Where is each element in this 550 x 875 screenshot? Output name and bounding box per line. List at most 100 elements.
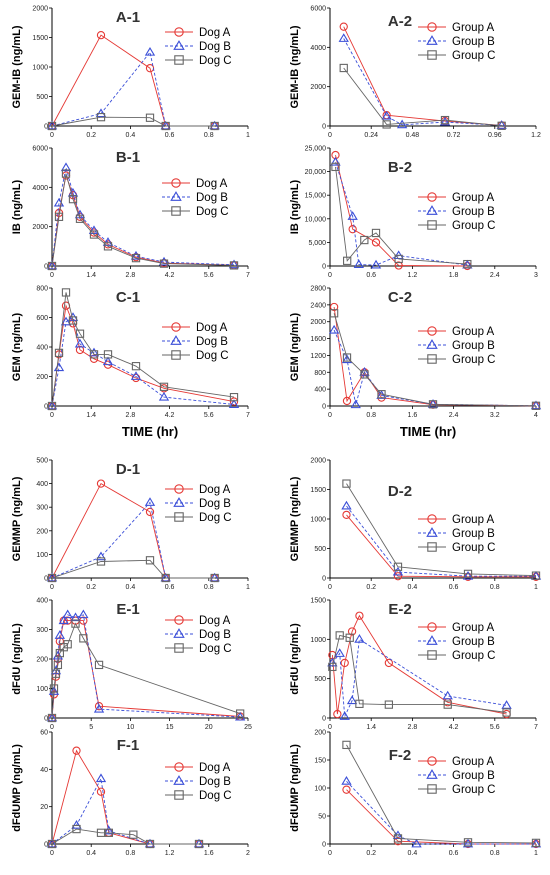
legend-label: Dog A: [196, 322, 228, 334]
data-point: [530, 400, 542, 410]
legend: Dog A Dog B Dog C: [165, 615, 232, 655]
data-point: [440, 115, 450, 125]
legend-marker: [171, 206, 181, 216]
y-tick-label: 40: [40, 767, 48, 774]
panel-title: B-1: [116, 149, 140, 166]
y-tick-label: 4000: [310, 45, 326, 52]
data-point: [159, 382, 169, 391]
legend-marker: [171, 178, 181, 188]
y-tick-label: 2000: [32, 6, 48, 13]
legend-marker: [174, 790, 184, 800]
x-axis-title-c2: TIME (hr): [400, 424, 456, 439]
x-tick-label: 7: [534, 724, 538, 731]
data-point: [531, 838, 541, 848]
legend-label: Group A: [452, 22, 495, 34]
data-point: [96, 30, 106, 40]
legend-marker: [174, 512, 184, 522]
panel-title: D-1: [116, 461, 140, 478]
x-tick-label: 5.6: [490, 724, 500, 731]
series-dog-c: [47, 288, 239, 411]
x-tick-label: 0: [328, 850, 332, 857]
y-tick-label: 4000: [32, 185, 48, 192]
y-tick-label: 0: [44, 576, 48, 583]
x-tick-label: 1.6: [408, 412, 418, 419]
x-tick-label: 0.8: [366, 412, 376, 419]
x-tick-label: 1: [246, 132, 250, 139]
data-point: [396, 119, 408, 129]
legend-marker: [426, 35, 438, 45]
legend: Dog A Dog B Dog C: [165, 484, 232, 524]
legend-label: Dog C: [199, 790, 232, 802]
data-point: [347, 211, 358, 220]
data-point: [47, 121, 57, 131]
legend-marker: [173, 628, 185, 638]
data-point: [71, 619, 80, 628]
series-line: [331, 614, 507, 715]
x-tick-label: 1: [534, 584, 538, 591]
legend-label: Group C: [452, 542, 495, 554]
legend-label: Dog B: [199, 629, 231, 641]
data-point: [89, 230, 99, 239]
data-point: [130, 371, 142, 380]
data-point: [229, 397, 239, 406]
legend-label: Group B: [452, 528, 495, 540]
data-point: [95, 773, 107, 783]
x-tick-label: 15: [166, 724, 174, 731]
data-point: [502, 708, 511, 717]
data-point: [360, 370, 369, 379]
data-point: [58, 615, 69, 625]
data-point: [234, 711, 246, 721]
series-line: [346, 483, 537, 577]
data-point: [338, 33, 349, 42]
data-point: [339, 22, 348, 31]
series-line: [51, 501, 215, 579]
data-point: [339, 63, 348, 73]
data-point: [462, 570, 474, 580]
series-dog-c: [47, 556, 219, 583]
y-tick-label: 2000: [310, 458, 326, 465]
y-tick-label: 6000: [310, 6, 326, 13]
series-dog-b: [46, 497, 220, 582]
x-tick-label: 0.6: [165, 132, 175, 139]
legend-marker: [174, 643, 184, 653]
x-tick-label: 0: [328, 412, 332, 419]
data-point: [53, 660, 63, 670]
series-line: [335, 154, 468, 267]
data-point: [75, 214, 85, 223]
data-point: [102, 356, 114, 366]
data-point: [333, 709, 342, 719]
data-point: [228, 259, 240, 269]
data-point: [95, 108, 107, 118]
y-tick-label: 0: [44, 842, 48, 849]
legend-label: Dog A: [196, 178, 228, 190]
legend-label: Group C: [452, 784, 495, 796]
data-point: [54, 212, 64, 221]
legend-label: Group B: [452, 340, 495, 352]
panel-title: A-2: [388, 13, 412, 30]
x-tick-label: 0: [328, 132, 332, 139]
x-tick-label: 0.4: [126, 584, 136, 591]
data-point: [497, 121, 506, 130]
panel-title: E-2: [388, 601, 411, 618]
data-point: [95, 551, 107, 561]
data-point: [342, 396, 352, 406]
legend-marker: [427, 22, 437, 32]
data-point: [347, 627, 357, 636]
series-line: [346, 514, 536, 578]
series-line: [346, 505, 536, 577]
panel-title: B-2: [388, 159, 412, 176]
x-tick-label: 0.48: [406, 132, 420, 139]
data-point: [96, 557, 106, 566]
y-tick-label: 0: [322, 716, 326, 723]
y-tick-label: 400: [314, 387, 326, 394]
legend-marker: [426, 205, 438, 215]
y-tick-label: 300: [36, 505, 48, 512]
data-point: [78, 609, 89, 619]
legend-marker: [427, 192, 437, 202]
series-group-c: [331, 162, 472, 269]
data-point: [392, 566, 404, 576]
legend-label: Dog A: [199, 615, 231, 627]
y-axis-label: dFdUMP (ng/mL): [11, 744, 23, 832]
data-point: [71, 820, 82, 829]
y-tick-label: 20: [40, 804, 48, 811]
